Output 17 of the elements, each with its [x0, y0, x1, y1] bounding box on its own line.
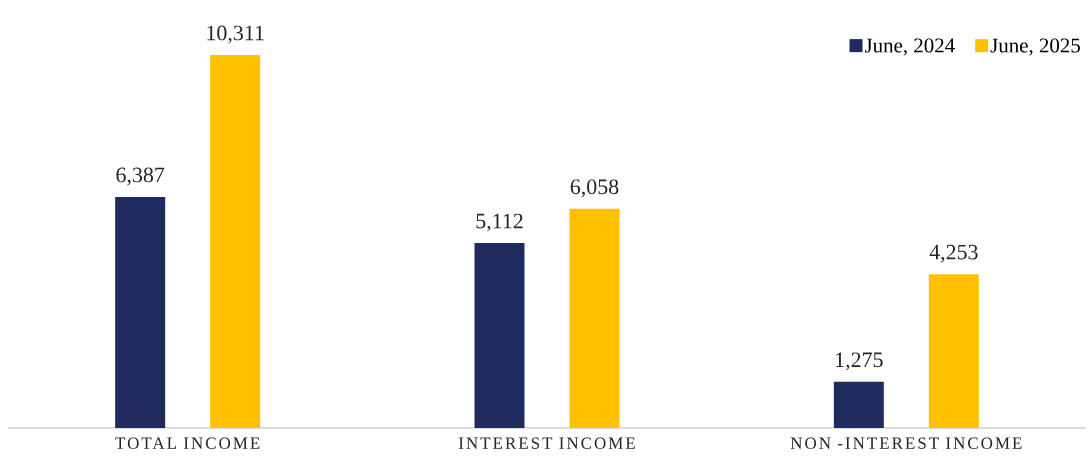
x-tick-label: NON -INTEREST INCOME: [790, 437, 1022, 449]
data-label: 10,311: [207, 25, 264, 44]
legend-label: June, 2024: [864, 38, 955, 56]
data-label: 1,275: [836, 352, 883, 371]
data-label: 4,253: [929, 244, 978, 263]
legend-label: June, 2025: [990, 38, 1080, 56]
x-tick-label: INTEREST INCOME: [458, 437, 635, 449]
data-label: 6,058: [570, 179, 619, 198]
x-tick-label: TOTAL INCOME: [115, 437, 260, 449]
bar: [569, 208, 620, 428]
data-label: 6,387: [116, 167, 165, 186]
bar: [115, 196, 166, 428]
bar: [833, 381, 884, 428]
bar: [210, 55, 261, 428]
bar: [928, 274, 979, 428]
data-label: 5,112: [476, 213, 523, 232]
bar: [474, 243, 525, 428]
